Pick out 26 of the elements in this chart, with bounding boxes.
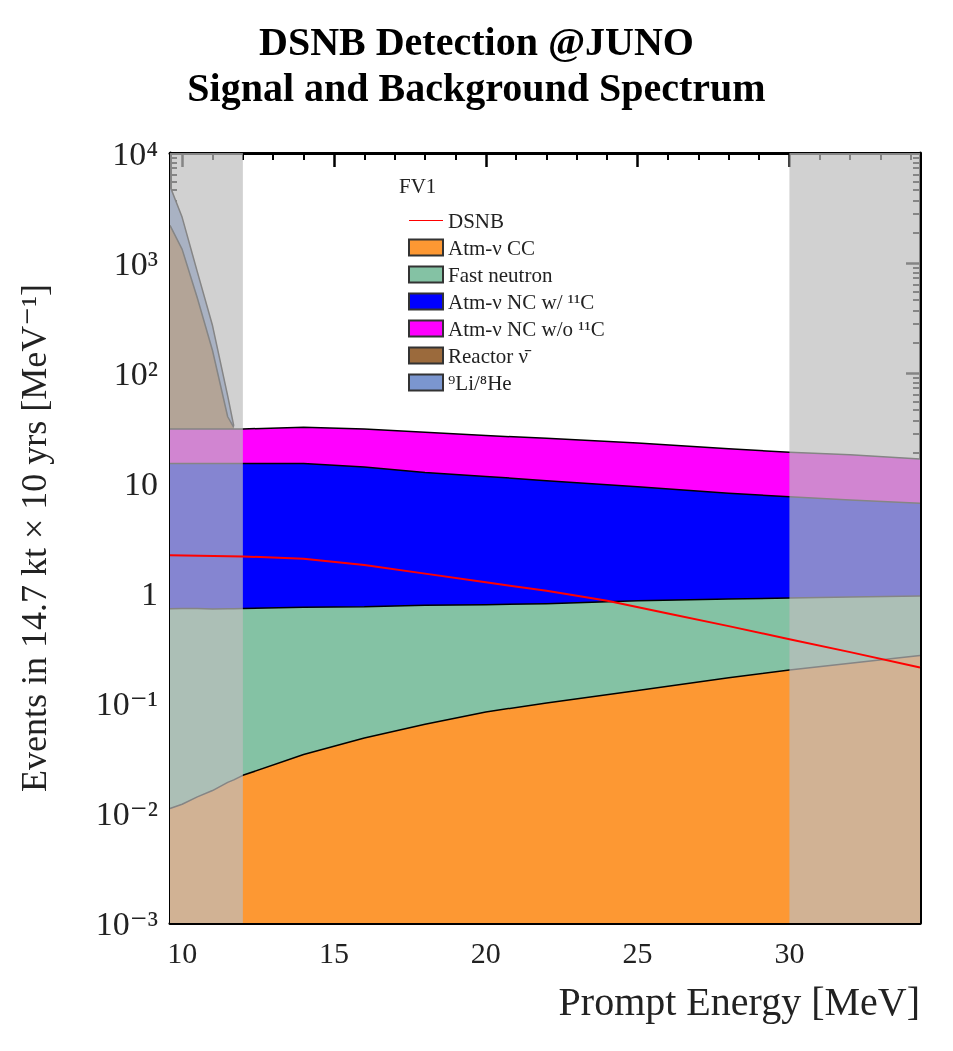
x-axis-title: Prompt Energy [MeV] [558,978,920,1024]
legend-label: Reactor ν̄ [448,343,533,368]
line-series [169,554,921,669]
y-tick-label: 10⁻² [95,794,158,832]
legend-label: ⁹Li/⁸He [448,370,512,395]
y-tick-label: 10⁴ [112,134,158,172]
y-tick-label: 10 [124,464,158,502]
x-tick-label: 15 [318,935,349,969]
legend-label: Atm-ν NC w/ ¹¹C [448,289,595,314]
legend-label: Atm-ν CC [448,235,536,260]
chart-subtitle: Signal and Background Spectrum [187,64,766,110]
y-tick-label: 10⁻¹ [95,684,158,722]
y-tick-label: 1 [141,574,158,612]
x-tick-label: 10 [167,935,198,969]
legend-label: Atm-ν NC w/o ¹¹C [448,316,605,341]
x-tick-label: 20 [470,935,501,969]
legend-title: FV1 [399,173,437,198]
y-tick-label: 10² [113,354,158,392]
x-tick-label: 30 [774,935,805,969]
x-tick-label: 25 [622,935,653,969]
legend-label: DSNB [448,208,505,233]
y-axis-title: Events in 14.7 kt × 10 yrs [MeV⁻¹] [14,283,54,793]
chart-title: DSNB Detection @JUNO [259,18,694,64]
legend-label: Fast neutron [448,262,553,287]
y-tick-label: 10⁻³ [95,904,158,942]
y-tick-label: 10³ [113,244,158,282]
